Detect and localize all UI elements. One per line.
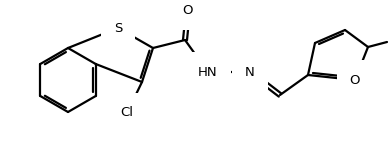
Text: N: N — [245, 66, 255, 79]
Text: Cl: Cl — [120, 106, 134, 119]
Text: O: O — [183, 4, 193, 16]
Text: O: O — [350, 74, 360, 86]
Text: S: S — [114, 22, 122, 34]
Text: HN: HN — [198, 66, 218, 79]
